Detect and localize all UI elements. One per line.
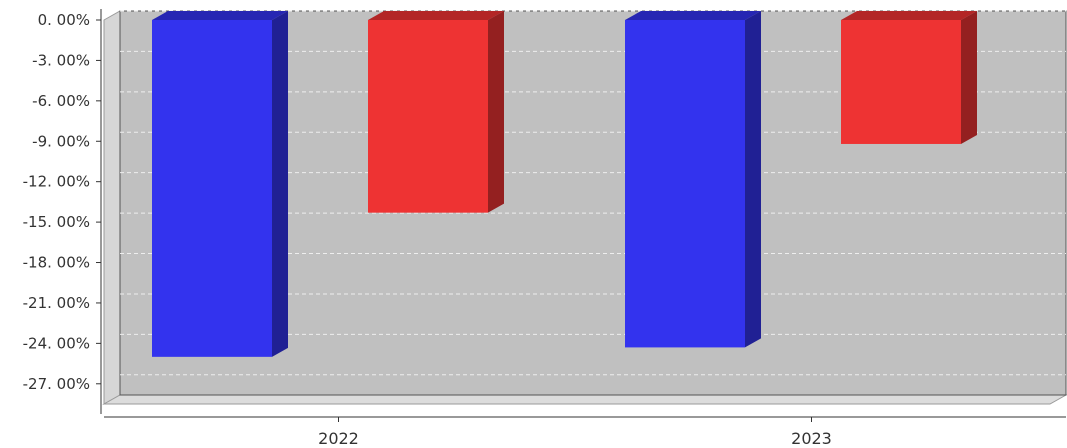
y-tick-label: -18. 00% <box>23 254 90 272</box>
bar <box>368 11 504 213</box>
left-wall <box>103 10 121 405</box>
bar-side <box>745 11 761 348</box>
bar-side <box>272 11 288 357</box>
bar-top <box>152 11 288 20</box>
floor <box>102 394 1067 405</box>
y-tick-label: -27. 00% <box>23 375 90 393</box>
bar <box>625 11 761 348</box>
y-tick-label: -21. 00% <box>23 294 90 312</box>
bars <box>152 11 977 357</box>
bar-side <box>488 11 504 213</box>
bar-front <box>368 20 488 213</box>
x-tick-label: 2022 <box>318 429 359 448</box>
y-tick-label: -15. 00% <box>23 213 90 231</box>
bar <box>152 11 288 357</box>
y-tick-label: -9. 00% <box>32 132 90 150</box>
y-tick-label: -12. 00% <box>23 173 90 191</box>
axes <box>100 9 1066 418</box>
bar-front <box>625 20 745 348</box>
x-axis-ticks: 2022 2023 <box>318 417 832 448</box>
bar-front <box>152 20 272 357</box>
y-axis-ticks: 0. 00% -3. 00% -6. 00% -9. 00% -12. 00% -15. … <box>23 11 101 393</box>
y-tick-label: -24. 00% <box>23 334 90 352</box>
bar-top <box>841 11 977 20</box>
bar-top <box>368 11 504 20</box>
bar-top <box>625 11 761 20</box>
y-tick-label: -3. 00% <box>32 51 90 69</box>
y-tick-label: 0. 00% <box>38 11 90 29</box>
y-tick-label: -6. 00% <box>32 92 90 110</box>
bar-side <box>961 11 977 144</box>
x-tick-label: 2023 <box>791 429 832 448</box>
bar <box>841 11 977 144</box>
bar-front <box>841 20 961 144</box>
